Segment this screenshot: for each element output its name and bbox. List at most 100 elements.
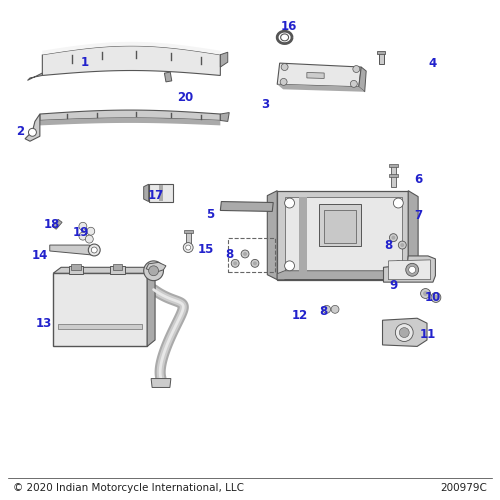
Text: 3: 3: [261, 98, 269, 110]
Bar: [319, 204, 361, 246]
Circle shape: [88, 244, 100, 256]
Polygon shape: [277, 190, 408, 280]
Text: 17: 17: [148, 189, 164, 202]
Bar: [389, 174, 398, 177]
Circle shape: [284, 198, 294, 208]
Circle shape: [390, 234, 398, 241]
Polygon shape: [151, 378, 171, 388]
Polygon shape: [50, 245, 94, 255]
Circle shape: [406, 264, 418, 276]
Circle shape: [398, 241, 406, 249]
Circle shape: [87, 228, 94, 235]
Bar: [112, 264, 122, 270]
Text: 200979C: 200979C: [440, 484, 488, 494]
Polygon shape: [284, 270, 408, 280]
Circle shape: [243, 252, 247, 256]
Polygon shape: [147, 268, 155, 346]
Polygon shape: [220, 112, 229, 122]
Text: 8: 8: [225, 248, 234, 262]
Polygon shape: [42, 46, 220, 76]
Circle shape: [241, 250, 249, 258]
Circle shape: [350, 80, 358, 87]
Text: © 2020 Indian Motorcycle International, LLC: © 2020 Indian Motorcycle International, …: [12, 484, 243, 494]
Text: 18: 18: [44, 218, 60, 231]
Circle shape: [423, 291, 428, 296]
Circle shape: [253, 262, 257, 266]
Text: 5: 5: [206, 208, 214, 221]
Circle shape: [431, 292, 441, 302]
Polygon shape: [277, 84, 364, 92]
Polygon shape: [359, 67, 366, 92]
Polygon shape: [42, 42, 220, 54]
Circle shape: [353, 66, 360, 72]
Circle shape: [322, 306, 330, 314]
Bar: [186, 232, 190, 244]
Text: 16: 16: [280, 20, 297, 33]
Text: 8: 8: [319, 305, 328, 318]
Circle shape: [392, 236, 396, 240]
Circle shape: [28, 128, 36, 136]
Bar: [53, 273, 147, 346]
Text: 20: 20: [178, 91, 194, 104]
Bar: [228, 238, 274, 272]
Polygon shape: [220, 202, 273, 211]
Text: 11: 11: [420, 328, 436, 340]
Polygon shape: [284, 196, 403, 274]
Bar: [184, 230, 192, 233]
Circle shape: [79, 222, 87, 230]
Bar: [389, 164, 398, 167]
Circle shape: [284, 261, 294, 271]
Bar: [148, 184, 174, 202]
Text: 1: 1: [80, 56, 88, 68]
Polygon shape: [146, 262, 166, 272]
Circle shape: [183, 242, 193, 252]
Polygon shape: [307, 72, 324, 78]
Bar: [164, 72, 172, 82]
Polygon shape: [144, 184, 148, 202]
Circle shape: [280, 78, 287, 86]
Circle shape: [231, 260, 239, 268]
Bar: [58, 324, 142, 329]
Polygon shape: [384, 256, 436, 282]
Text: 6: 6: [414, 174, 422, 186]
Circle shape: [144, 261, 164, 280]
Circle shape: [400, 328, 409, 338]
Bar: [110, 266, 125, 274]
Circle shape: [408, 266, 416, 273]
Circle shape: [420, 288, 430, 298]
Polygon shape: [277, 271, 418, 280]
Bar: [391, 166, 396, 177]
Text: 13: 13: [35, 316, 51, 330]
Circle shape: [434, 295, 438, 300]
Polygon shape: [28, 73, 42, 80]
Polygon shape: [53, 268, 155, 273]
Text: 8: 8: [384, 238, 392, 252]
Circle shape: [86, 235, 94, 243]
Circle shape: [400, 243, 404, 247]
Polygon shape: [300, 196, 307, 272]
Circle shape: [233, 262, 237, 266]
Bar: [378, 53, 384, 64]
Polygon shape: [40, 110, 220, 120]
Circle shape: [394, 261, 404, 271]
Circle shape: [148, 266, 158, 276]
Circle shape: [394, 198, 404, 208]
Text: 9: 9: [390, 279, 398, 292]
Circle shape: [79, 232, 87, 240]
Text: 4: 4: [429, 56, 437, 70]
Text: 2: 2: [16, 125, 24, 138]
Polygon shape: [25, 114, 40, 141]
Polygon shape: [388, 260, 430, 280]
Polygon shape: [277, 63, 361, 87]
Polygon shape: [52, 220, 62, 229]
Polygon shape: [268, 190, 277, 280]
Polygon shape: [408, 190, 418, 280]
Text: 10: 10: [425, 291, 441, 304]
Circle shape: [281, 64, 288, 70]
Polygon shape: [40, 118, 220, 126]
Bar: [391, 176, 396, 186]
Circle shape: [396, 324, 413, 342]
Bar: [376, 51, 386, 54]
Circle shape: [331, 306, 339, 314]
Polygon shape: [382, 318, 427, 346]
